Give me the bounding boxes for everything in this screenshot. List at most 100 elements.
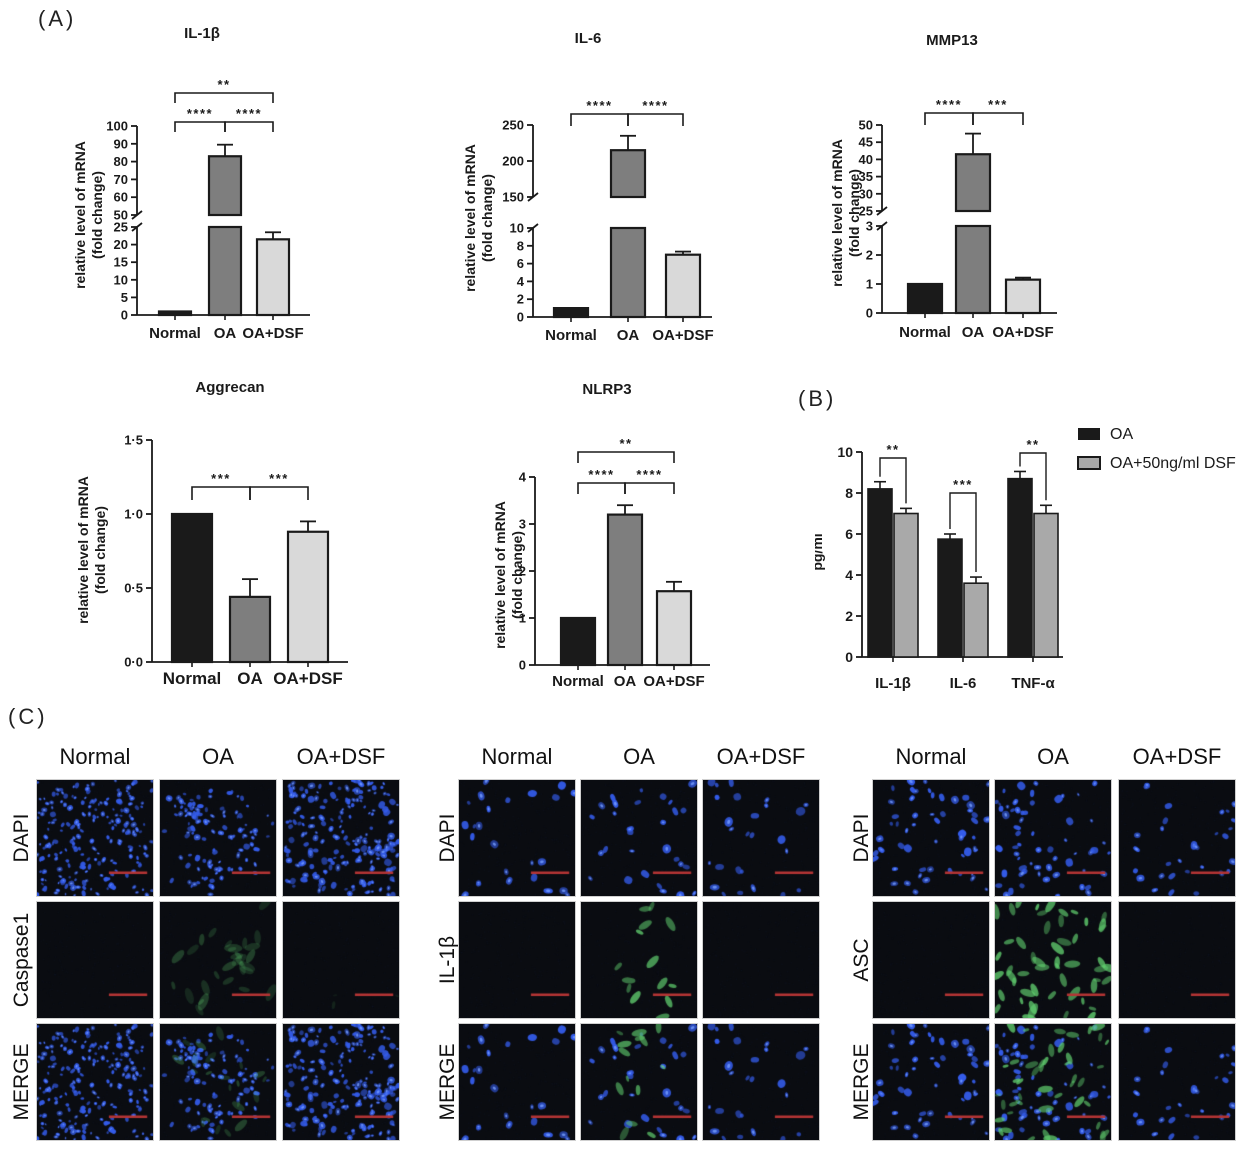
y-axis-label: (fold change): [92, 506, 108, 594]
axis-break-mark: [876, 221, 888, 231]
y-tick-label: 0: [845, 649, 853, 665]
x-category-label: OA+DSF: [242, 325, 303, 342]
y-tick-label: 0: [866, 306, 873, 321]
bar-oa: [609, 149, 647, 199]
chart-title: IL-1β: [184, 25, 220, 42]
micro-row-label: Caspase1: [10, 912, 33, 1008]
micro-col-header: OA: [202, 744, 234, 769]
micro-col-header: OA+DSF: [1132, 744, 1222, 769]
y-tick-label: 10: [114, 272, 128, 287]
micro-image-merge-oa+dsf: [282, 1023, 400, 1141]
x-category-label: Normal: [899, 324, 951, 341]
y-tick-label: 1: [519, 611, 526, 626]
micro-row-label: DAPI: [850, 813, 873, 863]
micro-row-label: MERGE: [10, 1043, 33, 1121]
micro-image-dapi-normal: [872, 779, 990, 897]
y-tick-label: 80: [114, 154, 128, 169]
chart-il1b-container: IL-1β relative level of mRNA (fold change)…: [55, 8, 425, 360]
chart-il1b: IL-1β relative level of mRNA (fold change)…: [72, 25, 310, 342]
sig-stars: **: [217, 77, 230, 92]
micro-image-merge-normal: [872, 1023, 990, 1141]
chart-title: MMP13: [926, 32, 978, 49]
bar-oa-dsf: [1033, 512, 1059, 658]
bar-oa: [228, 595, 272, 664]
chart-title: IL-6: [575, 30, 602, 47]
bar-normal: [559, 616, 597, 667]
axis-break-mark: [131, 222, 143, 232]
y-tick-label: 8: [845, 485, 853, 501]
micro-image-dapi-oa: [994, 779, 1112, 897]
micro-image-il-1β-oa+dsf: [702, 901, 820, 1019]
chart-mmp13-container: MMP13 relative level of mRNA (fold change)…: [829, 8, 1248, 360]
sig-bracket: [624, 482, 675, 494]
bar-oa-dsf: [286, 530, 330, 664]
panel-a-label: (A): [38, 6, 77, 31]
sig-bracket: [1019, 452, 1047, 501]
micro-image-il-1β-oa: [580, 901, 698, 1019]
bar-oa-dsf: [664, 253, 702, 319]
micro-image-il-1β-normal: [458, 901, 576, 1019]
micro-col-header: Normal: [895, 744, 967, 769]
bar-oa: [207, 225, 243, 317]
y-tick-label: 0·5: [124, 581, 143, 596]
micro-image-dapi-oa+dsf: [1118, 779, 1236, 897]
chart-il6: IL-6 relative level of mRNA (fold change) 0…: [462, 30, 714, 344]
bar-oa: [207, 155, 243, 217]
y-tick-label: 25: [859, 204, 873, 219]
axis-break-mark: [876, 206, 888, 216]
micro-col-header: Normal: [59, 744, 131, 769]
y-axis-label: (fold change): [89, 171, 105, 259]
y-tick-label: 4: [519, 470, 527, 485]
sig-bracket: [949, 492, 977, 573]
y-axis-label: (fold change): [846, 169, 862, 257]
y-tick-label: 60: [114, 190, 128, 205]
axis-break-mark: [527, 192, 539, 202]
y-tick-label: 15: [114, 255, 128, 270]
x-category-label: OA: [237, 669, 263, 688]
micro-col-header: Normal: [481, 744, 553, 769]
sig-stars: ****: [636, 467, 662, 482]
sig-stars: ***: [953, 477, 973, 492]
y-tick-label: 6: [845, 526, 853, 542]
micro-image-dapi-normal: [36, 779, 154, 897]
micro-image-merge-oa+dsf: [1118, 1023, 1236, 1141]
micro-row-label: MERGE: [436, 1043, 459, 1121]
y-tick-label: 1: [866, 277, 873, 292]
micro-image-asc-oa+dsf: [1118, 901, 1236, 1019]
x-category-label: OA: [214, 325, 237, 342]
micro-image-dapi-oa: [159, 779, 277, 897]
sig-bracket: [174, 92, 274, 103]
y-axis-label: relative level of mRNA: [830, 139, 845, 287]
sig-stars: **: [619, 436, 632, 451]
micro-col-header: OA+DSF: [716, 744, 806, 769]
axis-break-mark: [527, 223, 539, 233]
y-tick-label: 50: [859, 118, 873, 133]
x-category-label: OA+DSF: [643, 673, 704, 690]
bar-oa: [954, 224, 992, 315]
sig-stars: ****: [588, 467, 614, 482]
micro-image-caspase1-oa: [159, 901, 277, 1019]
micro-image-merge-normal: [458, 1023, 576, 1141]
y-tick-label: 3: [519, 517, 526, 532]
y-tick-label: 70: [114, 172, 128, 187]
sig-stars: ***: [211, 471, 231, 486]
sig-stars: ***: [988, 97, 1008, 112]
legend-label: OA+50ng/ml DSF: [1110, 455, 1236, 472]
y-axis-label: relative level of mRNA: [462, 144, 478, 292]
bar-oa: [606, 513, 644, 667]
sig-stars: ****: [236, 106, 262, 121]
y-tick-label: 4: [845, 567, 853, 583]
y-tick-label: 250: [502, 118, 524, 133]
bar-oa: [937, 538, 963, 658]
y-tick-label: 3: [866, 219, 873, 234]
y-tick-label: 2: [845, 608, 853, 624]
sig-bracket: [577, 482, 626, 494]
chart-title: Aggrecan: [195, 379, 264, 396]
y-tick-label: 0: [517, 310, 524, 325]
x-category-label: TNF-α: [1011, 675, 1055, 692]
x-category-label: OA+DSF: [652, 327, 713, 344]
micro-image-asc-normal: [872, 901, 990, 1019]
micro-row-label: ASC: [850, 938, 873, 982]
y-axis-label: relative level of mRNA: [492, 501, 508, 649]
